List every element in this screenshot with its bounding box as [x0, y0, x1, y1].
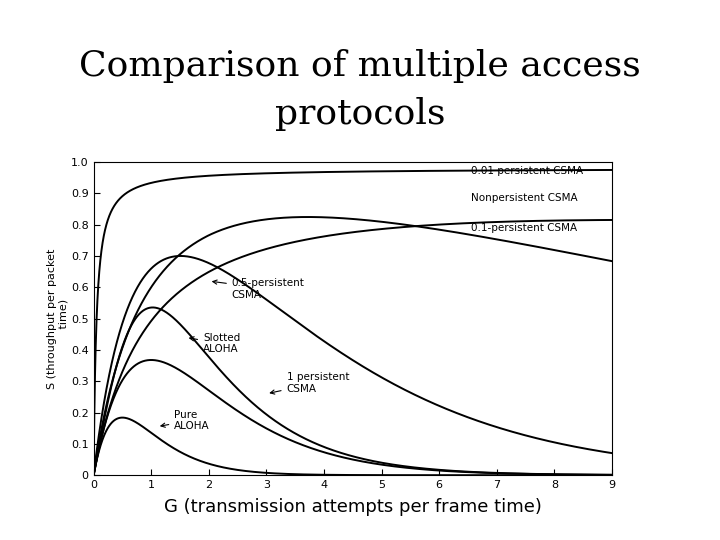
Y-axis label: S (throughput per packet
   time): S (throughput per packet time) — [47, 248, 68, 389]
Text: 0.01 persistent CSMA: 0.01 persistent CSMA — [471, 166, 583, 177]
Text: Pure
ALOHA: Pure ALOHA — [161, 409, 210, 431]
Text: 0.1-persistent CSMA: 0.1-persistent CSMA — [471, 223, 577, 233]
Text: protocols: protocols — [275, 97, 445, 131]
Text: 1 persistent
CSMA: 1 persistent CSMA — [270, 372, 349, 394]
Text: Comparison of multiple access: Comparison of multiple access — [79, 49, 641, 83]
X-axis label: G (transmission attempts per frame time): G (transmission attempts per frame time) — [164, 498, 541, 516]
Text: 0.5-persistent
CSMA: 0.5-persistent CSMA — [213, 278, 305, 300]
Text: Nonpersistent CSMA: Nonpersistent CSMA — [471, 193, 577, 203]
Text: Slotted
ALOHA: Slotted ALOHA — [190, 333, 240, 354]
